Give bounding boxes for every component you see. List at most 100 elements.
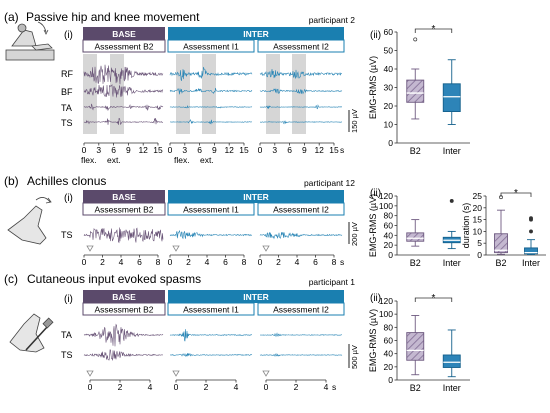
time-tick-label: 2 — [276, 257, 281, 267]
emg-trace-ts-i1-c — [169, 353, 253, 357]
assessment-b2-label-c: Assessment B2 — [94, 305, 153, 315]
significance-star: * — [432, 24, 436, 35]
significance-star: * — [514, 188, 518, 199]
emg-trace-ts-i2-b — [259, 232, 343, 240]
panel-b-letter: (b) — [4, 174, 19, 188]
y-tick-label: 60 — [384, 336, 394, 346]
time-tick-label: 0 — [264, 382, 269, 392]
inter-header-c-label: INTER — [243, 292, 269, 302]
time-tick-label: 0 — [168, 257, 173, 267]
foot-clonus-icon — [7, 197, 52, 245]
y-tick-label: 0 — [477, 250, 482, 260]
time-tick-label: 9 — [302, 145, 307, 155]
inter-header-label: INTER — [243, 29, 269, 39]
panel-c-sub-i: (i) — [64, 294, 73, 305]
time-tick-label: 12 — [224, 145, 234, 155]
emg-trace-ts-b2 — [83, 118, 164, 126]
stimulus-arrow-icon — [86, 245, 94, 252]
box-b2 — [406, 79, 425, 103]
box-inter — [442, 354, 461, 368]
panel-c: (c) Cutaneous input evoked spasms partic… — [4, 272, 381, 392]
flex-label-b2: flex. — [81, 155, 97, 165]
y-tick-label: 0 — [388, 250, 393, 260]
y-tick-label: 120 — [379, 191, 393, 201]
muscle-label-ts-c: TS — [61, 350, 73, 360]
stimulus-arrow-icon — [86, 370, 94, 377]
emg-trace-ta-i1-c — [169, 329, 252, 342]
emg-trace-ta-b2-c — [83, 323, 164, 347]
emg-trace-rf-i2 — [259, 68, 343, 79]
muscle-label-bf: BF — [61, 87, 73, 97]
ext-label-b2: ext. — [107, 155, 121, 165]
panel-b-title: Achilles clonus — [27, 174, 106, 188]
y-tick-label: 20 — [473, 203, 483, 213]
y-tick-label: 20 — [384, 101, 394, 111]
assessment-i2-label: Assessment I2 — [273, 42, 329, 52]
box-inter — [524, 247, 538, 255]
time-tick-label: 8 — [332, 257, 337, 267]
time-tick-label: 12 — [138, 145, 148, 155]
time-tick-label: 2 — [204, 382, 209, 392]
inter-header-c — [168, 290, 344, 303]
muscle-label-ta-c: TA — [61, 330, 72, 340]
time-tick-label: 2 — [118, 382, 123, 392]
y-tick-label: 20 — [384, 362, 394, 372]
emg-trace-bf-b2 — [83, 83, 164, 98]
stimulus-arrow-icon — [172, 245, 180, 252]
time-tick-label: 4 — [324, 382, 329, 392]
time-tick-label: 12 — [314, 145, 324, 155]
assessment-i1-label: Assessment I1 — [183, 42, 239, 52]
emg-traces-c — [83, 323, 343, 361]
time-tick-label: 0 — [88, 382, 93, 392]
emg-trace-ta-b2 — [83, 103, 164, 112]
time-unit-label: s — [332, 382, 336, 392]
panel-b: (b) Achilles clonus participant 12 (i) (… — [4, 174, 381, 267]
time-tick-label: 0 — [258, 145, 263, 155]
y-tick-label: 40 — [384, 349, 394, 359]
stimulus-arrow-icon — [262, 245, 270, 252]
leg-hip-knee-icon — [5, 21, 55, 61]
emg-trace-ta-i2 — [259, 104, 343, 110]
y-tick-label: 40 — [384, 230, 394, 240]
panel-a-letter: (a) — [4, 10, 19, 24]
y-axis-label: EMG-RMS (µV) — [368, 56, 378, 119]
time-tick-label: 2 — [294, 382, 299, 392]
emg-trace-ts-i1 — [169, 119, 253, 125]
y-tick-label: 80 — [384, 322, 394, 332]
assessment-i2-label-c: Assessment I2 — [273, 305, 329, 315]
y-tick-label: 120 — [379, 296, 393, 306]
y-tick-label: 10 — [473, 226, 483, 236]
emg-trace-ts-i1-b — [169, 229, 253, 240]
time-tick-label: 0 — [258, 257, 263, 267]
y-tick-label: 100 — [379, 309, 393, 319]
muscle-label-ta: TA — [61, 103, 72, 113]
time-tick-label: 4 — [119, 257, 124, 267]
category-label: B2 — [410, 383, 421, 393]
time-tick-label: 15 — [153, 145, 163, 155]
time-tick-label: 15 — [239, 145, 249, 155]
base-header-c-label: BASE — [112, 292, 136, 302]
emg-trace-rf-b2 — [83, 64, 164, 85]
panel-a-sub-ii: (ii) — [370, 30, 381, 41]
outlier-point — [529, 229, 533, 234]
inter-header-b-label: INTER — [243, 192, 269, 202]
inter-header — [168, 27, 344, 40]
y-tick-label: 0 — [388, 375, 393, 385]
scale-bar-b-label: 200 µV — [350, 222, 359, 246]
significance-bracket — [414, 297, 453, 302]
panel-a-sub-i: (i) — [64, 30, 73, 41]
emg-trace-ts-b2-b — [83, 227, 164, 244]
base-header-b — [83, 190, 165, 203]
muscle-label-rf: RF — [61, 69, 73, 79]
stimulus-arrow-icon — [262, 370, 270, 377]
time-tick-label: 4 — [295, 257, 300, 267]
emg-trace-ts-i2-c — [259, 353, 343, 358]
y-tick-label: 60 — [384, 27, 394, 37]
time-tick-label: 15 — [329, 145, 339, 155]
y-tick-label: 30 — [384, 83, 394, 93]
